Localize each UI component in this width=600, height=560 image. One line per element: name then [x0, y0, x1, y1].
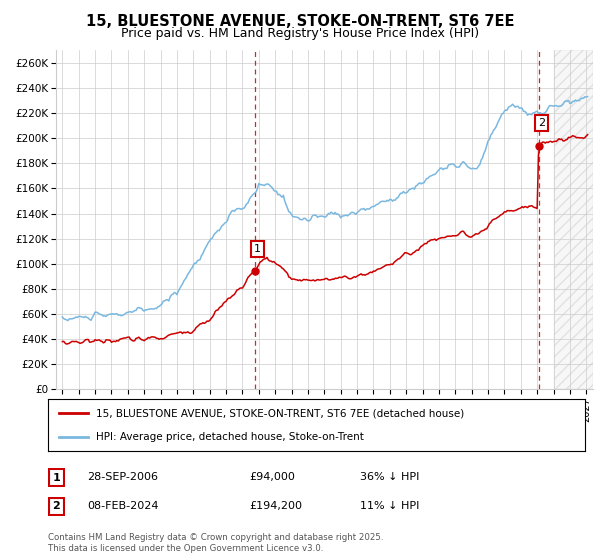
Text: £94,000: £94,000	[249, 472, 295, 482]
Text: 36% ↓ HPI: 36% ↓ HPI	[360, 472, 419, 482]
Text: 1: 1	[254, 244, 260, 254]
Text: 28-SEP-2006: 28-SEP-2006	[87, 472, 158, 482]
Text: 15, BLUESTONE AVENUE, STOKE-ON-TRENT, ST6 7EE (detached house): 15, BLUESTONE AVENUE, STOKE-ON-TRENT, ST…	[97, 408, 464, 418]
Text: HPI: Average price, detached house, Stoke-on-Trent: HPI: Average price, detached house, Stok…	[97, 432, 364, 442]
FancyBboxPatch shape	[49, 469, 64, 486]
FancyBboxPatch shape	[49, 498, 64, 515]
Text: £194,200: £194,200	[249, 501, 302, 511]
Text: 08-FEB-2024: 08-FEB-2024	[87, 501, 158, 511]
Text: 15, BLUESTONE AVENUE, STOKE-ON-TRENT, ST6 7EE: 15, BLUESTONE AVENUE, STOKE-ON-TRENT, ST…	[86, 14, 514, 29]
Text: 1: 1	[53, 473, 60, 483]
Text: Contains HM Land Registry data © Crown copyright and database right 2025.
This d: Contains HM Land Registry data © Crown c…	[48, 533, 383, 553]
Text: 2: 2	[53, 501, 60, 511]
Text: Price paid vs. HM Land Registry's House Price Index (HPI): Price paid vs. HM Land Registry's House …	[121, 27, 479, 40]
Text: 11% ↓ HPI: 11% ↓ HPI	[360, 501, 419, 511]
Text: 2: 2	[538, 118, 545, 128]
Bar	[554, 50, 593, 389]
